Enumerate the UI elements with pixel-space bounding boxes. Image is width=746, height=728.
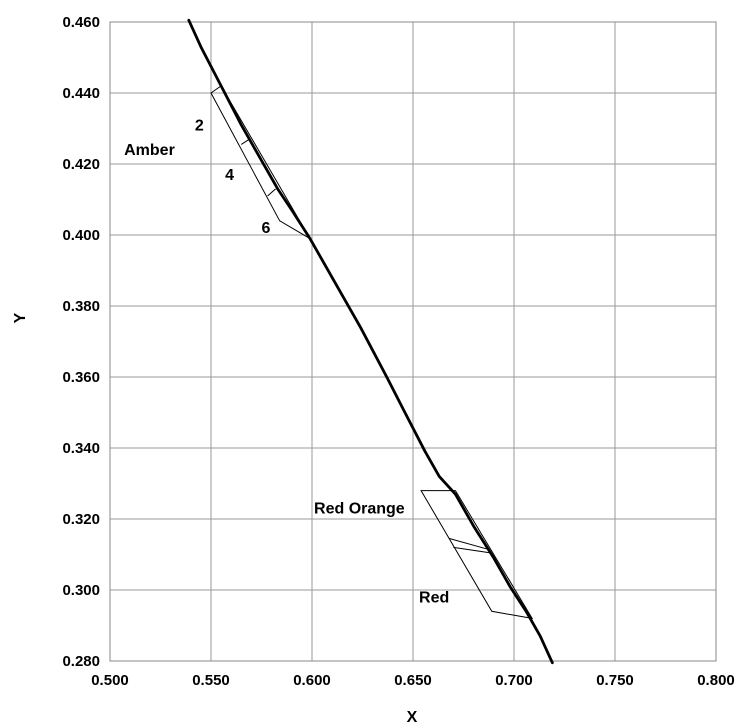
annotation-label: Red Orange <box>314 501 405 518</box>
color-regions <box>210 85 534 620</box>
y-tick-label: 0.300 <box>62 582 100 599</box>
color-region-outline <box>420 490 534 620</box>
y-tick-label: 0.420 <box>62 156 100 173</box>
x-tick-label: 0.600 <box>293 672 331 689</box>
y-tick-label: 0.440 <box>62 85 100 102</box>
x-tick-label: 0.500 <box>91 672 129 689</box>
y-tick-label: 0.280 <box>62 653 100 670</box>
region-divider-line <box>241 138 250 145</box>
x-tick-label: 0.700 <box>495 672 533 689</box>
y-tick-label: 0.400 <box>62 227 100 244</box>
region-divider-line <box>267 188 276 197</box>
tick-labels: 0.500 0.550 0.600 0.650 0.700 0.750 0.800 0.280… <box>62 14 734 689</box>
y-tick-label: 0.340 <box>62 440 100 457</box>
color-region-outline <box>210 85 312 240</box>
region-divider-line <box>453 546 490 554</box>
y-axis-title: Y <box>12 312 29 323</box>
series-layer <box>187 18 554 665</box>
x-tick-label: 0.800 <box>697 672 735 689</box>
y-tick-label: 0.460 <box>62 14 100 31</box>
y-tick-label: 0.380 <box>62 298 100 315</box>
x-tick-label: 0.550 <box>192 672 230 689</box>
y-tick-label: 0.360 <box>62 369 100 386</box>
annotation-label: Amber <box>124 142 175 159</box>
region-divider-line <box>449 538 488 550</box>
annotation-label: 6 <box>262 220 271 237</box>
x-tick-label: 0.750 <box>596 672 634 689</box>
x-tick-label: 0.650 <box>394 672 432 689</box>
annotation-label: 4 <box>225 167 234 184</box>
plot-area-border <box>109 21 717 662</box>
grid <box>109 21 717 662</box>
annotations: Amber 2 4 6 Red Orange Red <box>124 117 449 606</box>
y-tick-label: 0.320 <box>62 511 100 528</box>
annotation-label: 2 <box>195 117 204 134</box>
annotation-label: Red <box>419 589 449 606</box>
series-line <box>187 18 554 665</box>
x-axis-title: X <box>407 709 418 726</box>
